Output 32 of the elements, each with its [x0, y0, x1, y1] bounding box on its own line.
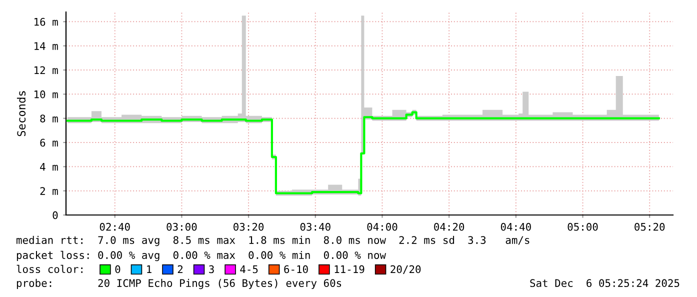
legend-label: 6-10 [284, 265, 308, 274]
legend-label: 20/20 [390, 265, 421, 274]
y-tick-label: 2 m [40, 187, 58, 195]
text: packet loss: 0.00 % avg 0.00 % max 0.00 % min 0.00 % now [16, 250, 386, 262]
text: median rtt: 7.0 ms avg 8.5 ms max 1.8 ms min 8.0 ms now 2.2 ms sd 3.3 am/s [16, 236, 530, 246]
y-tick-label: 16 m [34, 18, 58, 26]
y-axis-title: Seconds [16, 91, 26, 136]
x-tick-label: 03:00 [166, 222, 197, 231]
legend-label: 11-19 [334, 265, 364, 274]
y-tick-label: 8 m [40, 114, 58, 122]
x-tick-label: 04:40 [500, 222, 531, 231]
text: Sat Dec 6 05:25:24 2025 [530, 279, 680, 288]
y-tick-label: 6 m [40, 138, 58, 147]
legend-title: loss color: [16, 264, 82, 274]
x-tick-label: 03:40 [300, 222, 330, 231]
legend-label: 0 [115, 265, 120, 274]
y-tick-label: 4 m [40, 163, 58, 171]
text: probe: 20 ICMP Echo Pings (56 Bytes) every 60s [16, 278, 342, 290]
x-tick-label: 04:00 [367, 222, 398, 231]
x-tick-label: 04:20 [434, 222, 464, 231]
x-tick-label: 02:40 [100, 222, 130, 231]
legend-label: 1 [147, 265, 152, 274]
x-tick-label: 05:00 [568, 222, 598, 231]
x-tick-label: 03:20 [234, 222, 264, 231]
y-tick-label: 0 [52, 211, 58, 220]
legend-label: 4-5 [240, 265, 258, 274]
legend-label: 3 [209, 265, 214, 274]
x-tick-label: 05:20 [634, 222, 665, 231]
legend-label: 2 [178, 265, 183, 274]
y-tick-label: 10 m [34, 90, 58, 98]
y-tick-label: 14 m [34, 42, 58, 50]
y-tick-label: 12 m [34, 66, 58, 74]
